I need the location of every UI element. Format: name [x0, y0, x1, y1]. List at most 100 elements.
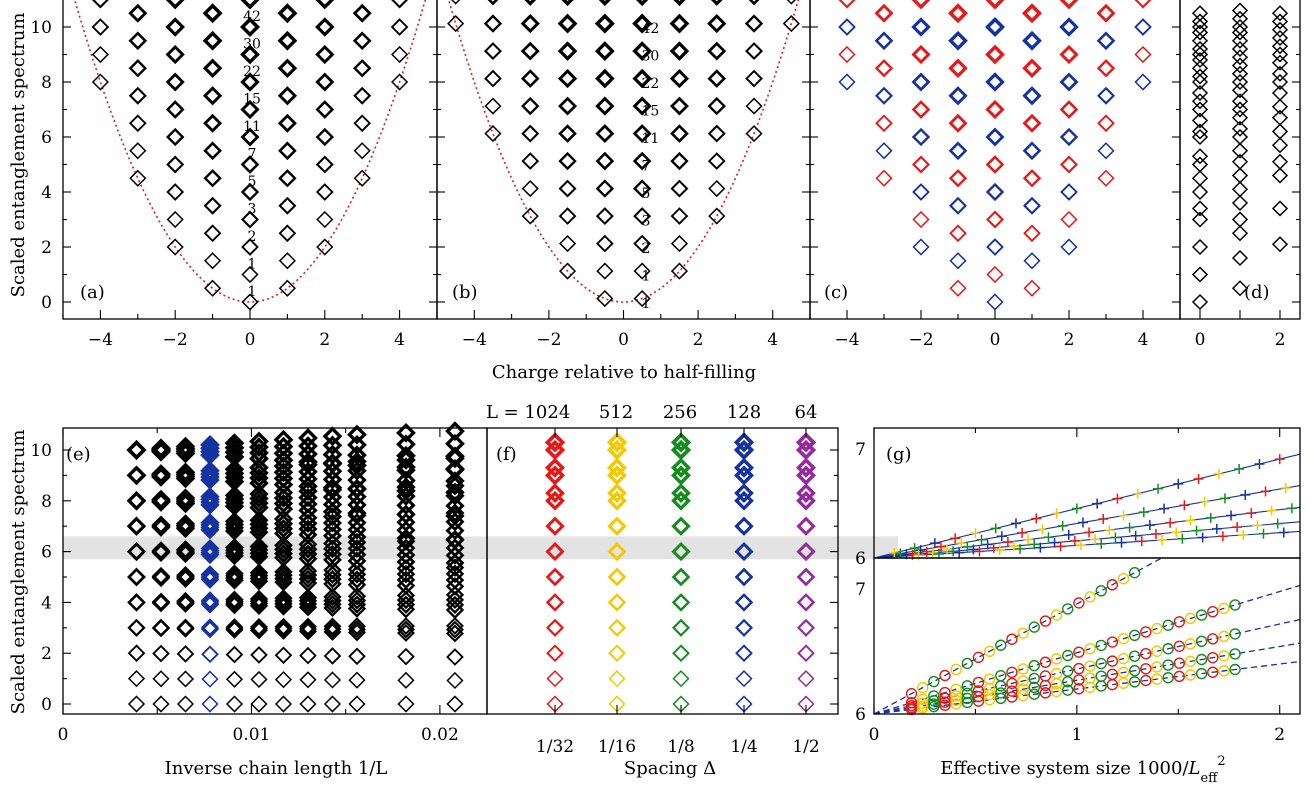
panel-c-marker	[1022, 86, 1042, 106]
panel-g-top-marker	[1104, 524, 1115, 535]
panel-e-marker	[151, 489, 171, 510]
panel-g-top-marker	[1096, 538, 1107, 549]
panel-f-marker	[545, 542, 565, 562]
panel-b-marker	[594, 13, 615, 34]
panel-a-marker	[278, 196, 297, 215]
panel-c-marker	[1134, 45, 1152, 64]
panel-f-xtick-label: 1/2	[792, 737, 819, 757]
panel-label-c: (c)	[824, 282, 848, 303]
panel-g-bottom-marker	[1151, 622, 1163, 635]
panel-g-top-marker	[1138, 507, 1149, 518]
panel-e-ytick-label: 10	[30, 441, 52, 461]
panel-e-marker	[323, 617, 342, 636]
panel-f-marker	[671, 516, 691, 536]
panel-c-marker	[1096, 3, 1116, 23]
panel-b-marker	[707, 69, 727, 88]
panel-g-bottom-marker	[995, 692, 1007, 705]
panel-e-marker	[126, 516, 147, 536]
panel-b-marker	[745, 69, 763, 88]
panel-a-marker	[353, 59, 372, 78]
panel-c-marker	[838, 0, 856, 9]
panel-label-d: (d)	[1244, 282, 1270, 303]
panel-g-xtick-label: 2	[1274, 725, 1285, 745]
panel-e-marker	[348, 671, 366, 689]
panel-b-marker	[670, 262, 689, 280]
panel-a-marker	[353, 86, 372, 105]
panel-a-ytick-label: 0	[41, 293, 52, 313]
panel-g-bottom-marker	[1017, 683, 1029, 695]
panel-f-marker	[607, 516, 627, 536]
panel-b-marker	[745, 97, 763, 115]
panel-a-marker	[91, 18, 110, 36]
panel-g-bottom-marker	[1117, 677, 1130, 689]
panel-c-marker	[1059, 0, 1079, 10]
panel-f-frame	[486, 427, 839, 715]
panel-g-bottom-marker	[1106, 579, 1119, 591]
panel-d-marker	[1191, 84, 1209, 102]
panel-g-bottom-marker	[961, 696, 974, 709]
panel-g-top-marker	[1118, 510, 1129, 521]
panel-e-marker	[126, 491, 147, 511]
panel-b-marker	[598, 0, 611, 7]
panel-b-marker	[520, 13, 540, 34]
panel-g-top-marker	[935, 541, 946, 552]
panel-e-marker	[201, 618, 219, 637]
panel-e-ytick-label: 0	[41, 695, 52, 715]
panel-g-bottom-marker	[995, 680, 1007, 692]
panel-g-top-marker	[909, 543, 920, 554]
panel-g-xtick-label: 0	[869, 725, 880, 745]
panel-g-top-marker	[1278, 527, 1289, 538]
panel-c-marker	[985, 0, 1005, 10]
panel-g-bottom-marker	[1229, 663, 1241, 676]
panel-e-marker	[175, 488, 196, 508]
panel-e-marker	[249, 566, 269, 585]
panel-e-marker	[225, 590, 244, 609]
panel-e-marker	[445, 503, 465, 523]
panel-e-marker	[201, 670, 219, 688]
panel-b-marker	[670, 207, 689, 225]
panel-g-bottom-frame	[873, 557, 1301, 715]
panel-g-top-marker	[1205, 512, 1216, 523]
panel-d-marker	[1271, 73, 1289, 91]
panel-a-degeneracy-label: 7	[248, 147, 257, 163]
panel-e-marker	[298, 436, 318, 456]
panel-label-f: (f)	[496, 444, 517, 465]
panel-c-marker	[1022, 58, 1042, 79]
panel-label-e: (e)	[66, 444, 91, 465]
panel-e-marker	[127, 670, 146, 688]
panel-f-marker	[735, 670, 753, 688]
panel-e-marker	[299, 671, 317, 689]
panel-a-marker	[203, 113, 223, 133]
panel-g-bottom-marker	[939, 696, 951, 708]
panel-b-marker	[557, 68, 578, 89]
panel-g-top-marker	[1098, 514, 1109, 525]
panel-c-marker	[986, 293, 1004, 311]
panel-g-bottom-marker	[1184, 655, 1197, 668]
panel-a-marker	[241, 265, 259, 284]
panel-b-marker	[558, 124, 577, 143]
panel-e-marker	[396, 512, 416, 532]
panel-f-marker	[607, 567, 627, 587]
panel-a-marker	[240, 99, 260, 120]
panel-e-marker	[298, 534, 318, 554]
panel-g-bottom-marker	[1039, 687, 1052, 699]
panel-a-marker	[241, 293, 259, 311]
f-header-256: 256	[663, 402, 697, 423]
panel-g-bottom-marker	[939, 692, 951, 704]
panel-d-marker	[1191, 238, 1209, 256]
panel-g-bottom-marker	[961, 657, 974, 670]
panel-g-top-marker	[1240, 489, 1251, 500]
panel-e-marker	[176, 618, 195, 637]
panel-g-bottom-marker	[1184, 669, 1197, 681]
panel-b-marker	[632, 68, 652, 89]
panel-a-marker	[165, 44, 185, 65]
panel-f-marker	[733, 457, 755, 478]
panel-b-marker	[596, 262, 614, 280]
panel-e-marker	[445, 529, 465, 549]
panel-e-marker	[224, 433, 245, 454]
panel-a-marker	[391, 0, 409, 9]
panel-f-marker	[795, 432, 817, 453]
panel-e-marker	[445, 471, 465, 491]
panel-e-marker	[225, 566, 244, 586]
panel-c-marker	[1022, 113, 1042, 133]
